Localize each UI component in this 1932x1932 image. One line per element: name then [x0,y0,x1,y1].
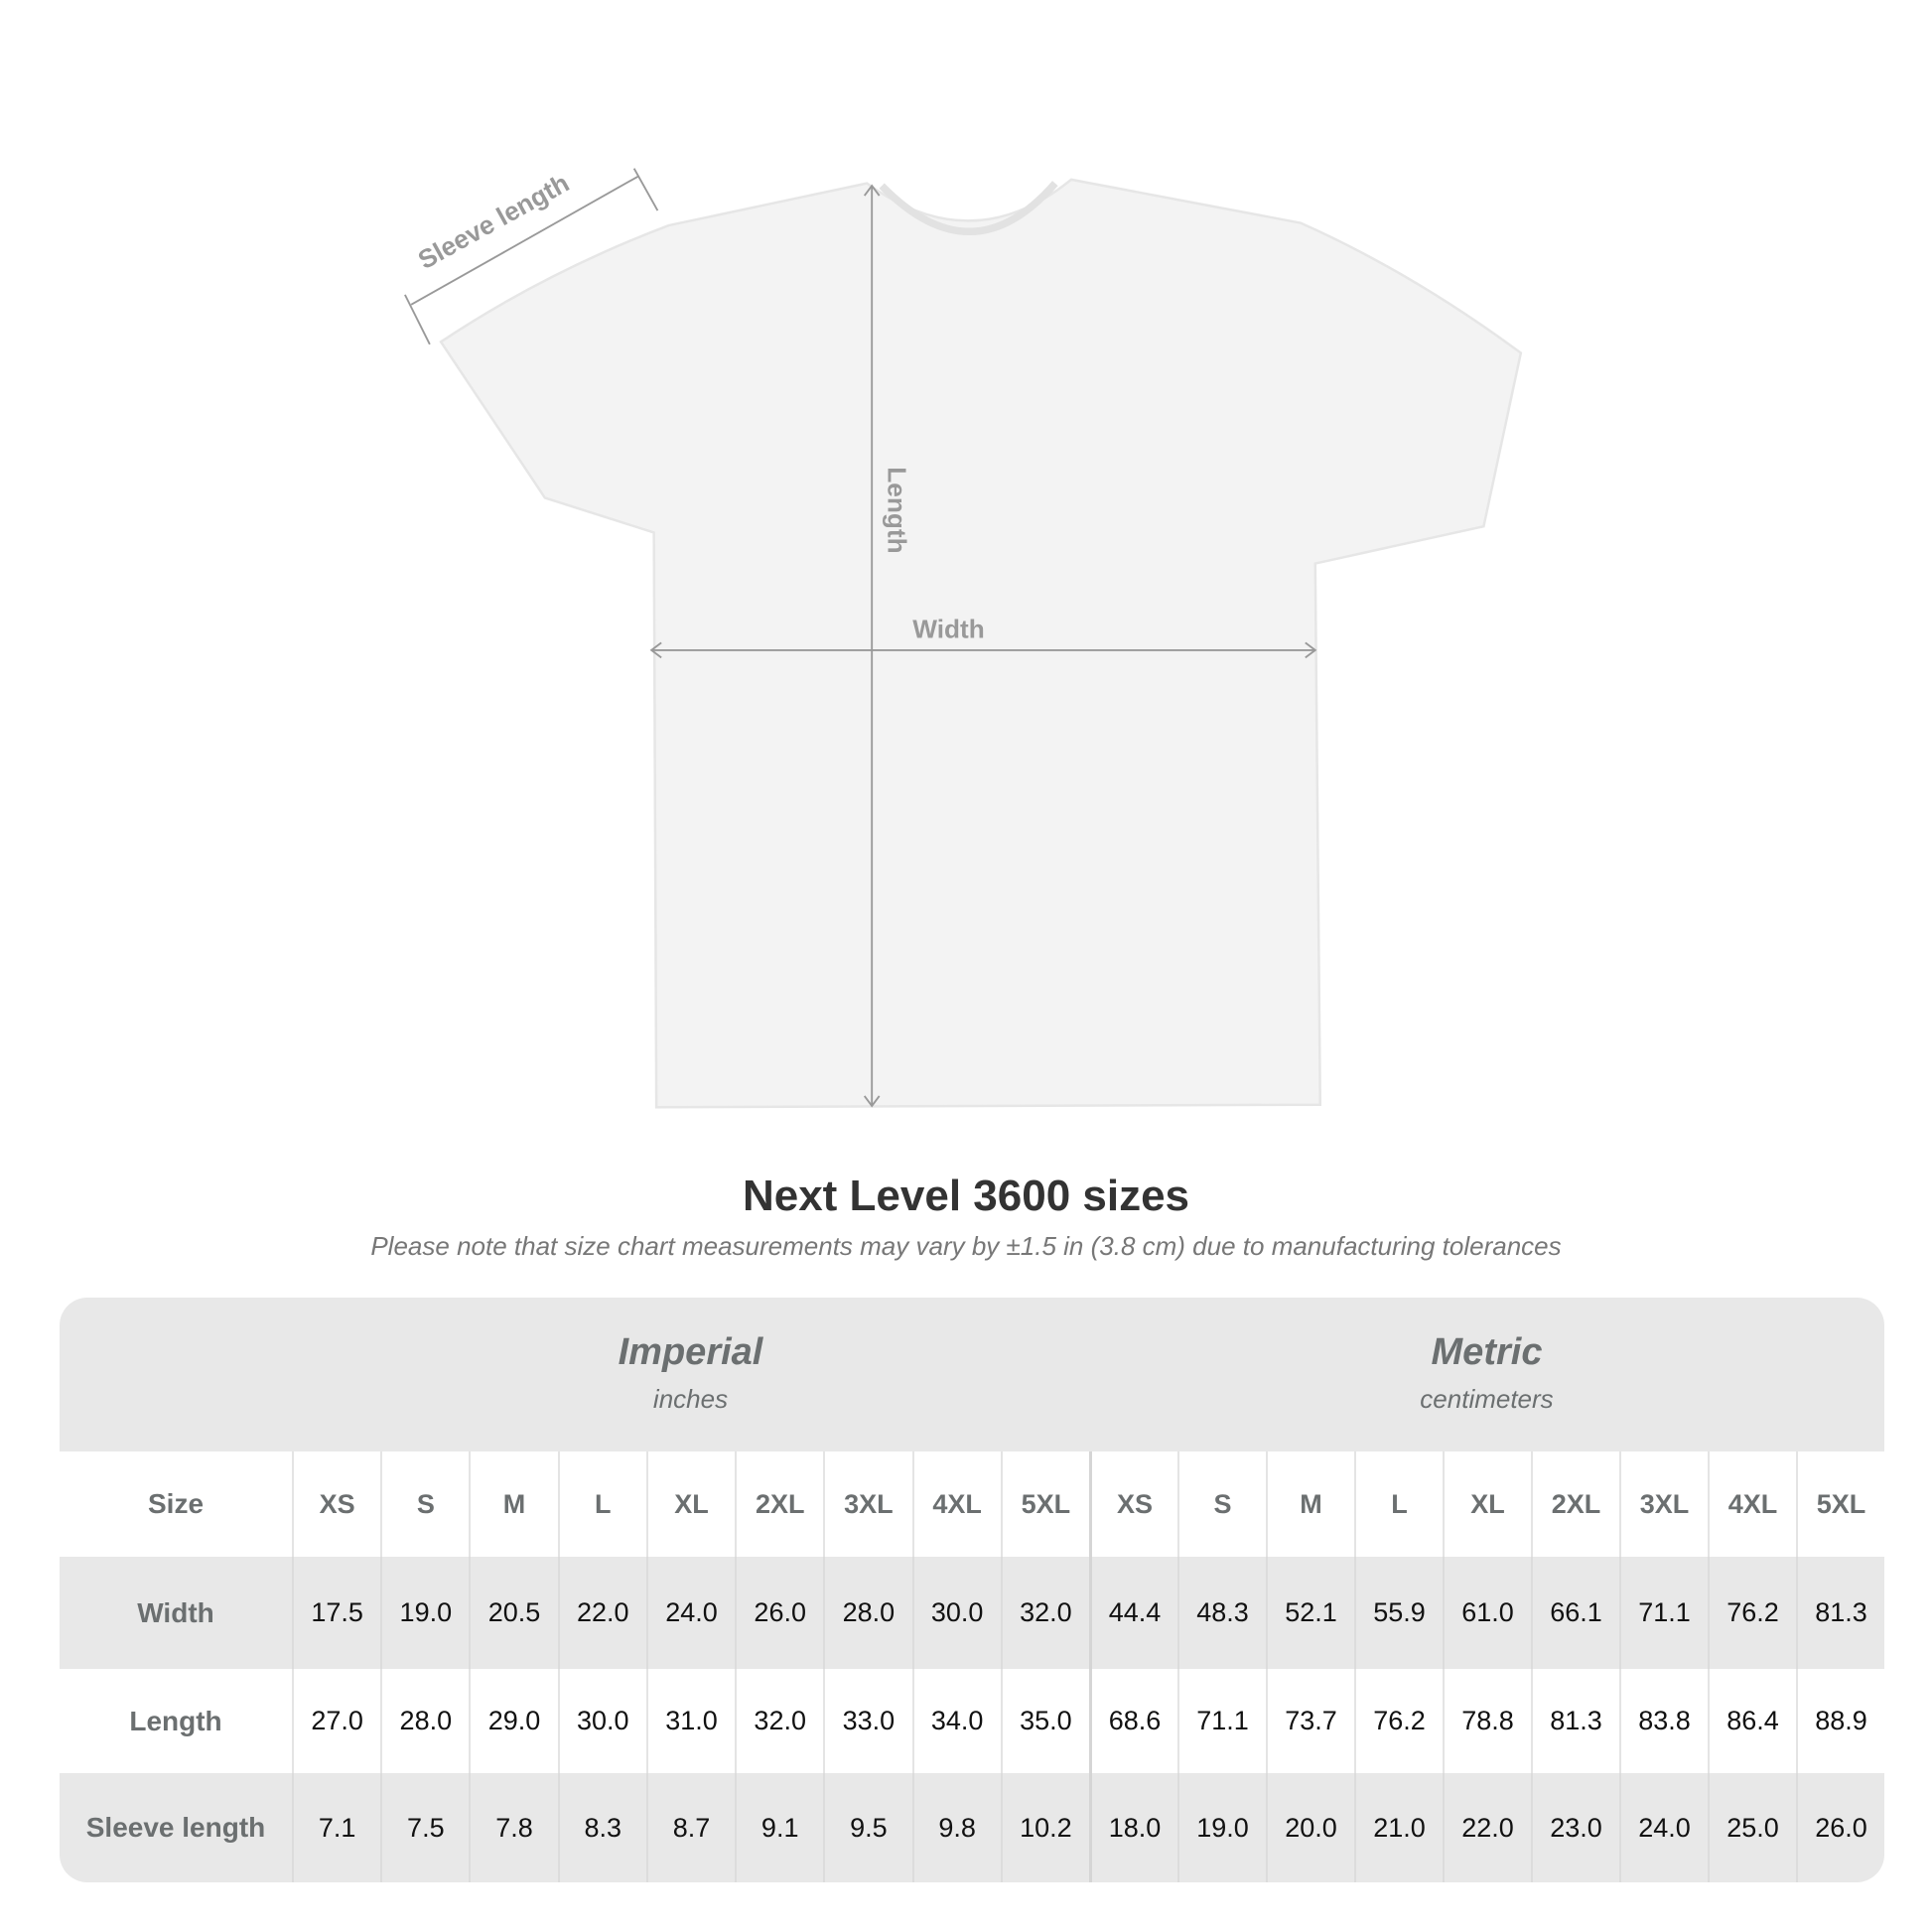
length-label: Length [882,467,911,553]
sleeve-arrow [410,175,640,306]
table-cell: 27.0 [292,1669,380,1773]
tolerance-note: Please note that size chart measurements… [370,1231,1562,1261]
table-cell: 86.4 [1707,1669,1796,1773]
table-cell: 19.0 [380,1557,469,1669]
sleeve-row: Sleeve length 7.1 7.5 7.8 8.3 8.7 9.1 9.5 9.8 10.… [60,1773,1884,1882]
table-cell: 44.4 [1088,1557,1177,1669]
table-cell: 30.0 [557,1669,646,1773]
table-cell: 71.1 [1176,1669,1266,1773]
table-cell: 24.0 [645,1557,735,1669]
table-cell: 23.0 [1530,1773,1619,1882]
size-header-cell: XS [1088,1451,1177,1557]
size-header-cell: XL [1442,1451,1531,1557]
size-header-cell: 5XL [1795,1451,1884,1557]
table-cell: 20.0 [1265,1773,1354,1882]
table-cell: 7.5 [380,1773,469,1882]
table-cell: 29.0 [469,1669,557,1773]
table-cell: 21.0 [1353,1773,1443,1882]
table-cell: 26.0 [735,1557,823,1669]
row-label: Sleeve length [85,1812,266,1843]
imperial-header: Imperial inches [292,1298,1089,1451]
table-cell: 8.3 [557,1773,646,1882]
table-cell: 26.0 [1795,1773,1884,1882]
table-cell: 28.0 [380,1669,469,1773]
table-cell: 32.0 [735,1669,823,1773]
table-cell: 35.0 [1000,1669,1089,1773]
size-header-cell: M [469,1451,557,1557]
table-cell: 19.0 [1176,1773,1266,1882]
table-cell: 9.5 [823,1773,911,1882]
table-cell: 10.2 [1000,1773,1089,1882]
table-cell: 78.8 [1442,1669,1531,1773]
metric-title: Metric [1431,1331,1543,1373]
metric-header: Metric centimeters [1089,1298,1884,1451]
table-cell: 33.0 [823,1669,911,1773]
size-header-cell: 5XL [1000,1451,1089,1557]
size-header-cell: 3XL [1618,1451,1708,1557]
table-cell: 52.1 [1265,1557,1354,1669]
imperial-unit: inches [652,1384,729,1414]
size-header-cell: XL [645,1451,735,1557]
size-header-cell: XS [292,1451,380,1557]
table-cell: 83.8 [1618,1669,1708,1773]
table-cell: 34.0 [911,1669,1001,1773]
table-cell: 17.5 [292,1557,380,1669]
size-header-cell: L [557,1451,646,1557]
row-label: Width [137,1596,214,1628]
table-cell: 7.1 [292,1773,380,1882]
table-cell: 81.3 [1795,1557,1884,1669]
table-cell: 18.0 [1088,1773,1177,1882]
imperial-title: Imperial [618,1331,763,1373]
collar [879,181,1058,236]
size-header-cell: 2XL [1530,1451,1619,1557]
table-cell: 9.1 [735,1773,823,1882]
table-cell: 71.1 [1618,1557,1708,1669]
size-header-cell: M [1265,1451,1354,1557]
table-cell: 81.3 [1530,1669,1619,1773]
table-cell: 20.5 [469,1557,557,1669]
size-header-cell: 4XL [911,1451,1001,1557]
length-row: Length 27.0 28.0 29.0 30.0 31.0 32.0 33.0 34.0 35… [60,1669,1884,1773]
table-cell: 22.0 [1442,1773,1531,1882]
table-cell: 8.7 [645,1773,735,1882]
table-cell: 68.6 [1088,1669,1177,1773]
table-cell: 55.9 [1353,1557,1443,1669]
size-header-cell: S [380,1451,469,1557]
size-table: Imperial inches Metric centimeters Size X… [60,1298,1884,1882]
table-cell: 32.0 [1000,1557,1089,1669]
table-cell: 9.8 [911,1773,1001,1882]
table-cell: 7.8 [469,1773,557,1882]
table-cell: 24.0 [1618,1773,1708,1882]
table-cell: 76.2 [1353,1669,1443,1773]
table-cell: 31.0 [645,1669,735,1773]
table-cell: 30.0 [911,1557,1001,1669]
size-header-cell: 4XL [1707,1451,1796,1557]
size-header-cell: L [1353,1451,1443,1557]
measure-lines [404,168,1317,1108]
table-cell: 28.0 [823,1557,911,1669]
width-label: Width [912,614,984,643]
metric-unit: centimeters [1420,1384,1554,1414]
width-row: Width 17.5 19.0 20.5 22.0 24.0 26.0 28.0 30.0 32.… [60,1557,1884,1669]
size-header-cell: 3XL [823,1451,911,1557]
page-title: Next Level 3600 sizes [742,1172,1190,1220]
table-cell: 88.9 [1795,1669,1884,1773]
table-cell: 61.0 [1442,1557,1531,1669]
table-cell: 25.0 [1707,1773,1796,1882]
row-label: Length [129,1705,222,1736]
table-cell: 22.0 [557,1557,646,1669]
size-header-cell: 2XL [735,1451,823,1557]
size-header-cell: S [1176,1451,1266,1557]
table-cell: 48.3 [1176,1557,1266,1669]
table-cell: 73.7 [1265,1669,1354,1773]
table-cell: 66.1 [1530,1557,1619,1669]
tshirt-image [439,178,1523,1109]
table-cell: 76.2 [1707,1557,1796,1669]
row-label: Size [147,1488,205,1519]
size-row: Size XS S M L XL 2XL 3XL 4XL 5XL XS S M L XL 2XL 3XL 4XL 5… [60,1451,1884,1557]
